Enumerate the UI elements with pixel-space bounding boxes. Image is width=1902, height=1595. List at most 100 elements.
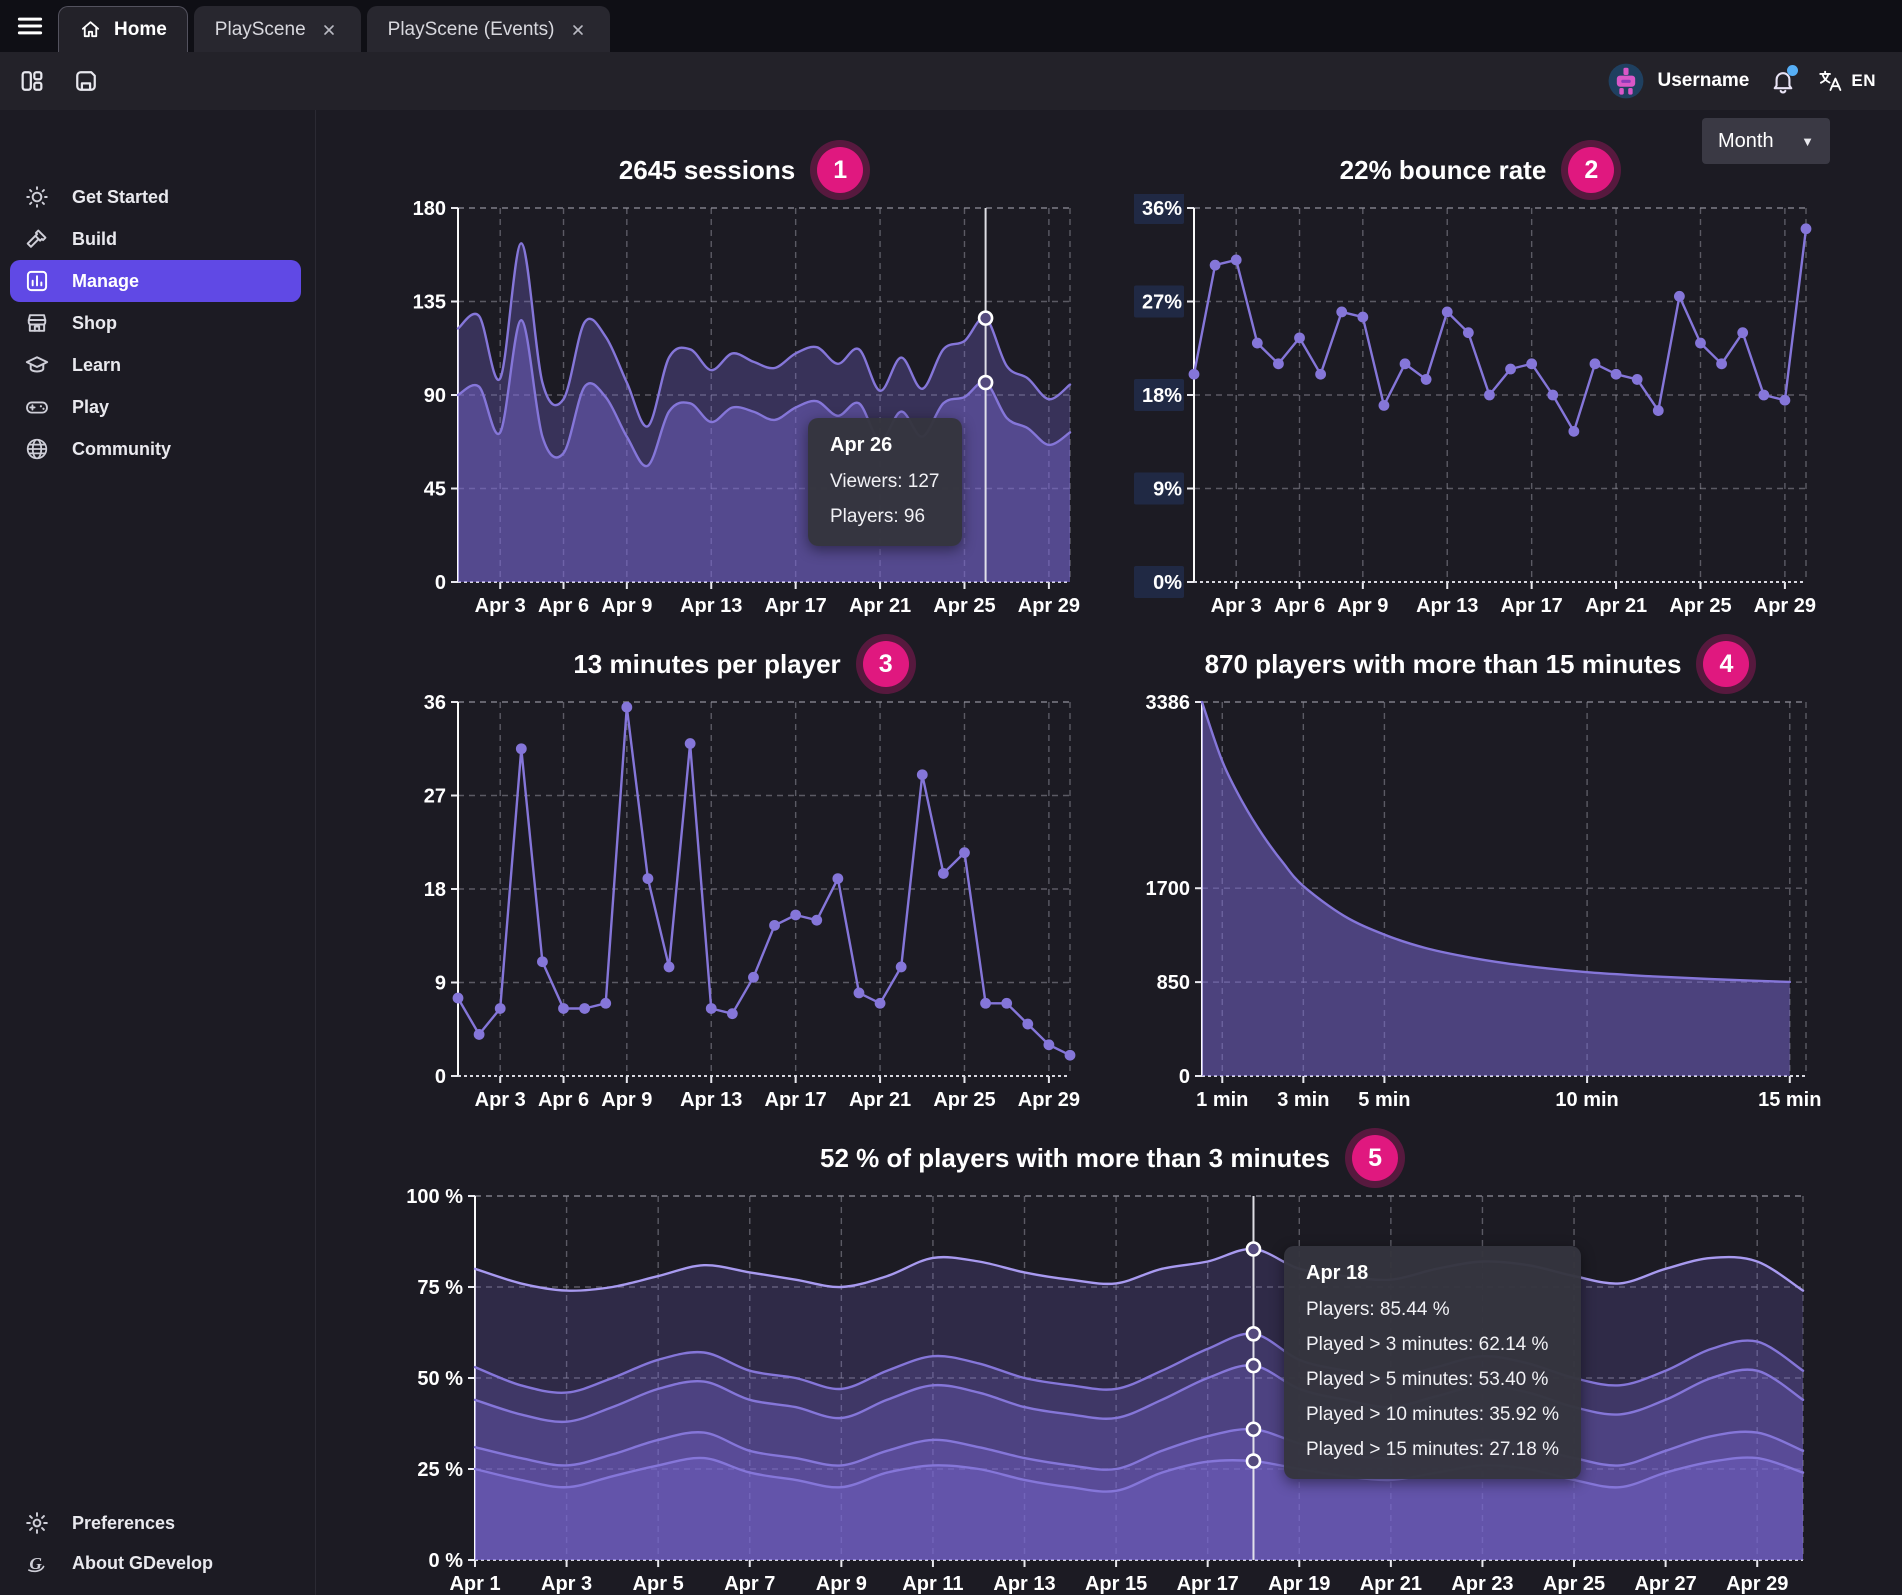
sidebar-item-get-started[interactable]: Get Started <box>10 176 301 218</box>
tab-playscene-events[interactable]: PlayScene (Events) <box>366 6 610 52</box>
period-value: Month <box>1718 129 1774 152</box>
tab-label: PlayScene (Events) <box>387 18 555 40</box>
close-icon[interactable] <box>318 19 340 41</box>
hammer-icon <box>24 226 50 252</box>
svg-text:Apr 29: Apr 29 <box>1018 595 1080 617</box>
chart-header: 870 players with more than 15 minutes 4 <box>1132 640 1822 688</box>
sidebar-item-label: Shop <box>72 312 117 333</box>
sidebar-item-about-gdevelop[interactable]: G About GDevelop <box>10 1543 301 1583</box>
svg-text:Apr 21: Apr 21 <box>849 1089 911 1111</box>
analytics-icon <box>24 268 50 294</box>
svg-text:Apr 17: Apr 17 <box>765 595 827 617</box>
tooltip-row: Played > 15 minutes: 27.18 % <box>1306 1439 1559 1460</box>
gear-icon <box>24 1510 50 1536</box>
tooltip-row: Played > 5 minutes: 53.40 % <box>1306 1369 1549 1390</box>
sessions-chart: 2645 sessions 1 Apr 3 Apr 6 Apr 9 Apr 13 Apr 1… <box>396 146 1086 624</box>
sidebar-item-preferences[interactable]: Preferences <box>10 1503 301 1543</box>
svg-text:Apr 13: Apr 13 <box>680 1089 742 1111</box>
svg-text:Apr 1: Apr 1 <box>449 1573 500 1595</box>
svg-text:Apr 7: Apr 7 <box>724 1573 775 1595</box>
step-badge: 4 <box>1703 641 1750 687</box>
svg-text:18: 18 <box>424 879 446 901</box>
sidebar-item-learn[interactable]: Learn <box>10 344 301 386</box>
svg-text:Apr 13: Apr 13 <box>993 1573 1055 1595</box>
tab-home[interactable]: Home <box>58 6 188 52</box>
svg-text:Apr 25: Apr 25 <box>1543 1573 1605 1595</box>
svg-text:Apr 3: Apr 3 <box>475 595 526 617</box>
step-badge: 5 <box>1352 1135 1399 1181</box>
sidebar-item-shop[interactable]: Shop <box>10 302 301 344</box>
chart-title: 2645 sessions <box>618 154 796 185</box>
tab-label: PlayScene <box>214 18 306 40</box>
panels-layout-button[interactable] <box>12 61 52 101</box>
svg-text:Apr 9: Apr 9 <box>601 1089 652 1111</box>
notifications-button[interactable] <box>1763 61 1803 101</box>
sidebar-item-label: Get Started <box>72 186 170 207</box>
svg-text:Apr 3: Apr 3 <box>1211 595 1262 617</box>
sun-icon <box>24 184 50 210</box>
svg-text:Apr 25: Apr 25 <box>933 1089 995 1111</box>
sidebar-item-label: Learn <box>72 354 122 375</box>
players-percentage-chart: 52 % of players with more than 3 minutes… <box>399 1134 1819 1595</box>
svg-text:36: 36 <box>424 692 446 714</box>
tooltip-date: Apr 18 <box>1306 1262 1369 1284</box>
toolbar: Username EN <box>0 52 1902 110</box>
svg-text:Apr 17: Apr 17 <box>765 1089 827 1111</box>
minutes-plot-area[interactable]: Apr 3 Apr 6 Apr 9 Apr 13 Apr 17 Apr 21 Apr 25 A… <box>396 688 1086 1118</box>
globe-icon <box>24 436 50 462</box>
tab-label: Home <box>114 18 167 40</box>
chevron-down-icon: ▼ <box>1801 133 1814 149</box>
close-icon[interactable] <box>567 19 589 41</box>
bounce-plot-area[interactable]: Apr 3 Apr 6 Apr 9 Apr 13 Apr 17 Apr 21 Apr 25 A… <box>1132 194 1822 624</box>
svg-text:Apr 11: Apr 11 <box>902 1573 963 1595</box>
charts-grid: 2645 sessions 1 Apr 3 Apr 6 Apr 9 Apr 13 Apr 1… <box>316 110 1902 1595</box>
sidebar-item-community[interactable]: Community <box>10 428 301 470</box>
main-menu-button[interactable] <box>8 4 52 48</box>
storefront-icon <box>24 310 50 336</box>
translate-icon <box>1817 68 1843 94</box>
svg-text:Apr 21: Apr 21 <box>1585 595 1647 617</box>
svg-text:Apr 21: Apr 21 <box>849 595 911 617</box>
chart-header: 52 % of players with more than 3 minutes… <box>399 1134 1819 1182</box>
sidebar-item-build[interactable]: Build <box>10 218 301 260</box>
period-select[interactable]: Month ▼ <box>1702 118 1830 164</box>
step-badge: 1 <box>817 147 864 193</box>
sidebar-item-label: Build <box>72 228 117 249</box>
user-account-button[interactable]: Username <box>1607 62 1749 100</box>
svg-text:Apr 29: Apr 29 <box>1018 1089 1080 1111</box>
svg-text:5 min: 5 min <box>1358 1089 1410 1111</box>
save-button[interactable] <box>66 61 106 101</box>
avatar <box>1607 62 1645 100</box>
tooltip-date: Apr 26 <box>830 434 893 456</box>
svg-text:Apr 17: Apr 17 <box>1177 1573 1239 1595</box>
chart-title: 13 minutes per player <box>573 648 841 679</box>
percent3-plot-area[interactable]: Apr 1 Apr 3 Apr 5 Apr 7 Apr 9 Apr 11 Apr 13 Apr… <box>399 1182 1819 1595</box>
tooltip-row: Viewers: 127 <box>830 471 940 492</box>
svg-text:Apr 3: Apr 3 <box>475 1089 526 1111</box>
bounce-rate-chart: 22% bounce rate 2 Apr 3 Apr 6 Apr 9 Apr 13 Apr… <box>1132 146 1822 624</box>
svg-text:9: 9 <box>435 973 446 995</box>
svg-text:15 min: 15 min <box>1758 1089 1821 1111</box>
svg-text:Apr 15: Apr 15 <box>1085 1573 1147 1595</box>
chart-tooltip: Apr 18 Players: 85.44 % Played > 3 minutes… <box>1284 1246 1581 1479</box>
sidebar-item-play[interactable]: Play <box>10 386 301 428</box>
svg-text:3386: 3386 <box>1146 692 1191 714</box>
svg-text:Apr 9: Apr 9 <box>816 1573 867 1595</box>
tooltip-row: Players: 85.44 % <box>1306 1299 1450 1320</box>
retention-plot-area[interactable]: 1 min 3 min 5 min 10 min 15 min 0 850 1700 3386 <box>1132 688 1822 1118</box>
svg-text:Apr 3: Apr 3 <box>541 1573 592 1595</box>
svg-text:10 min: 10 min <box>1555 1089 1618 1111</box>
svg-text:Apr 21: Apr 21 <box>1360 1573 1422 1595</box>
svg-text:9%: 9% <box>1153 479 1182 501</box>
svg-text:0%: 0% <box>1153 572 1182 594</box>
svg-text:25 %: 25 % <box>417 1459 463 1481</box>
gdevelop-icon: G <box>24 1550 50 1576</box>
language-selector[interactable]: EN <box>1817 68 1876 94</box>
svg-text:Apr 25: Apr 25 <box>933 595 995 617</box>
tab-playscene[interactable]: PlayScene <box>193 6 361 52</box>
chart-header: 13 minutes per player 3 <box>396 640 1086 688</box>
sessions-plot-area[interactable]: Apr 3 Apr 6 Apr 9 Apr 13 Apr 17 Apr 21 Apr 25 A… <box>396 194 1086 624</box>
sidebar-item-manage[interactable]: Manage <box>10 260 301 302</box>
svg-text:Apr 25: Apr 25 <box>1669 595 1731 617</box>
retention-chart: 870 players with more than 15 minutes 4 1 … <box>1132 640 1822 1118</box>
